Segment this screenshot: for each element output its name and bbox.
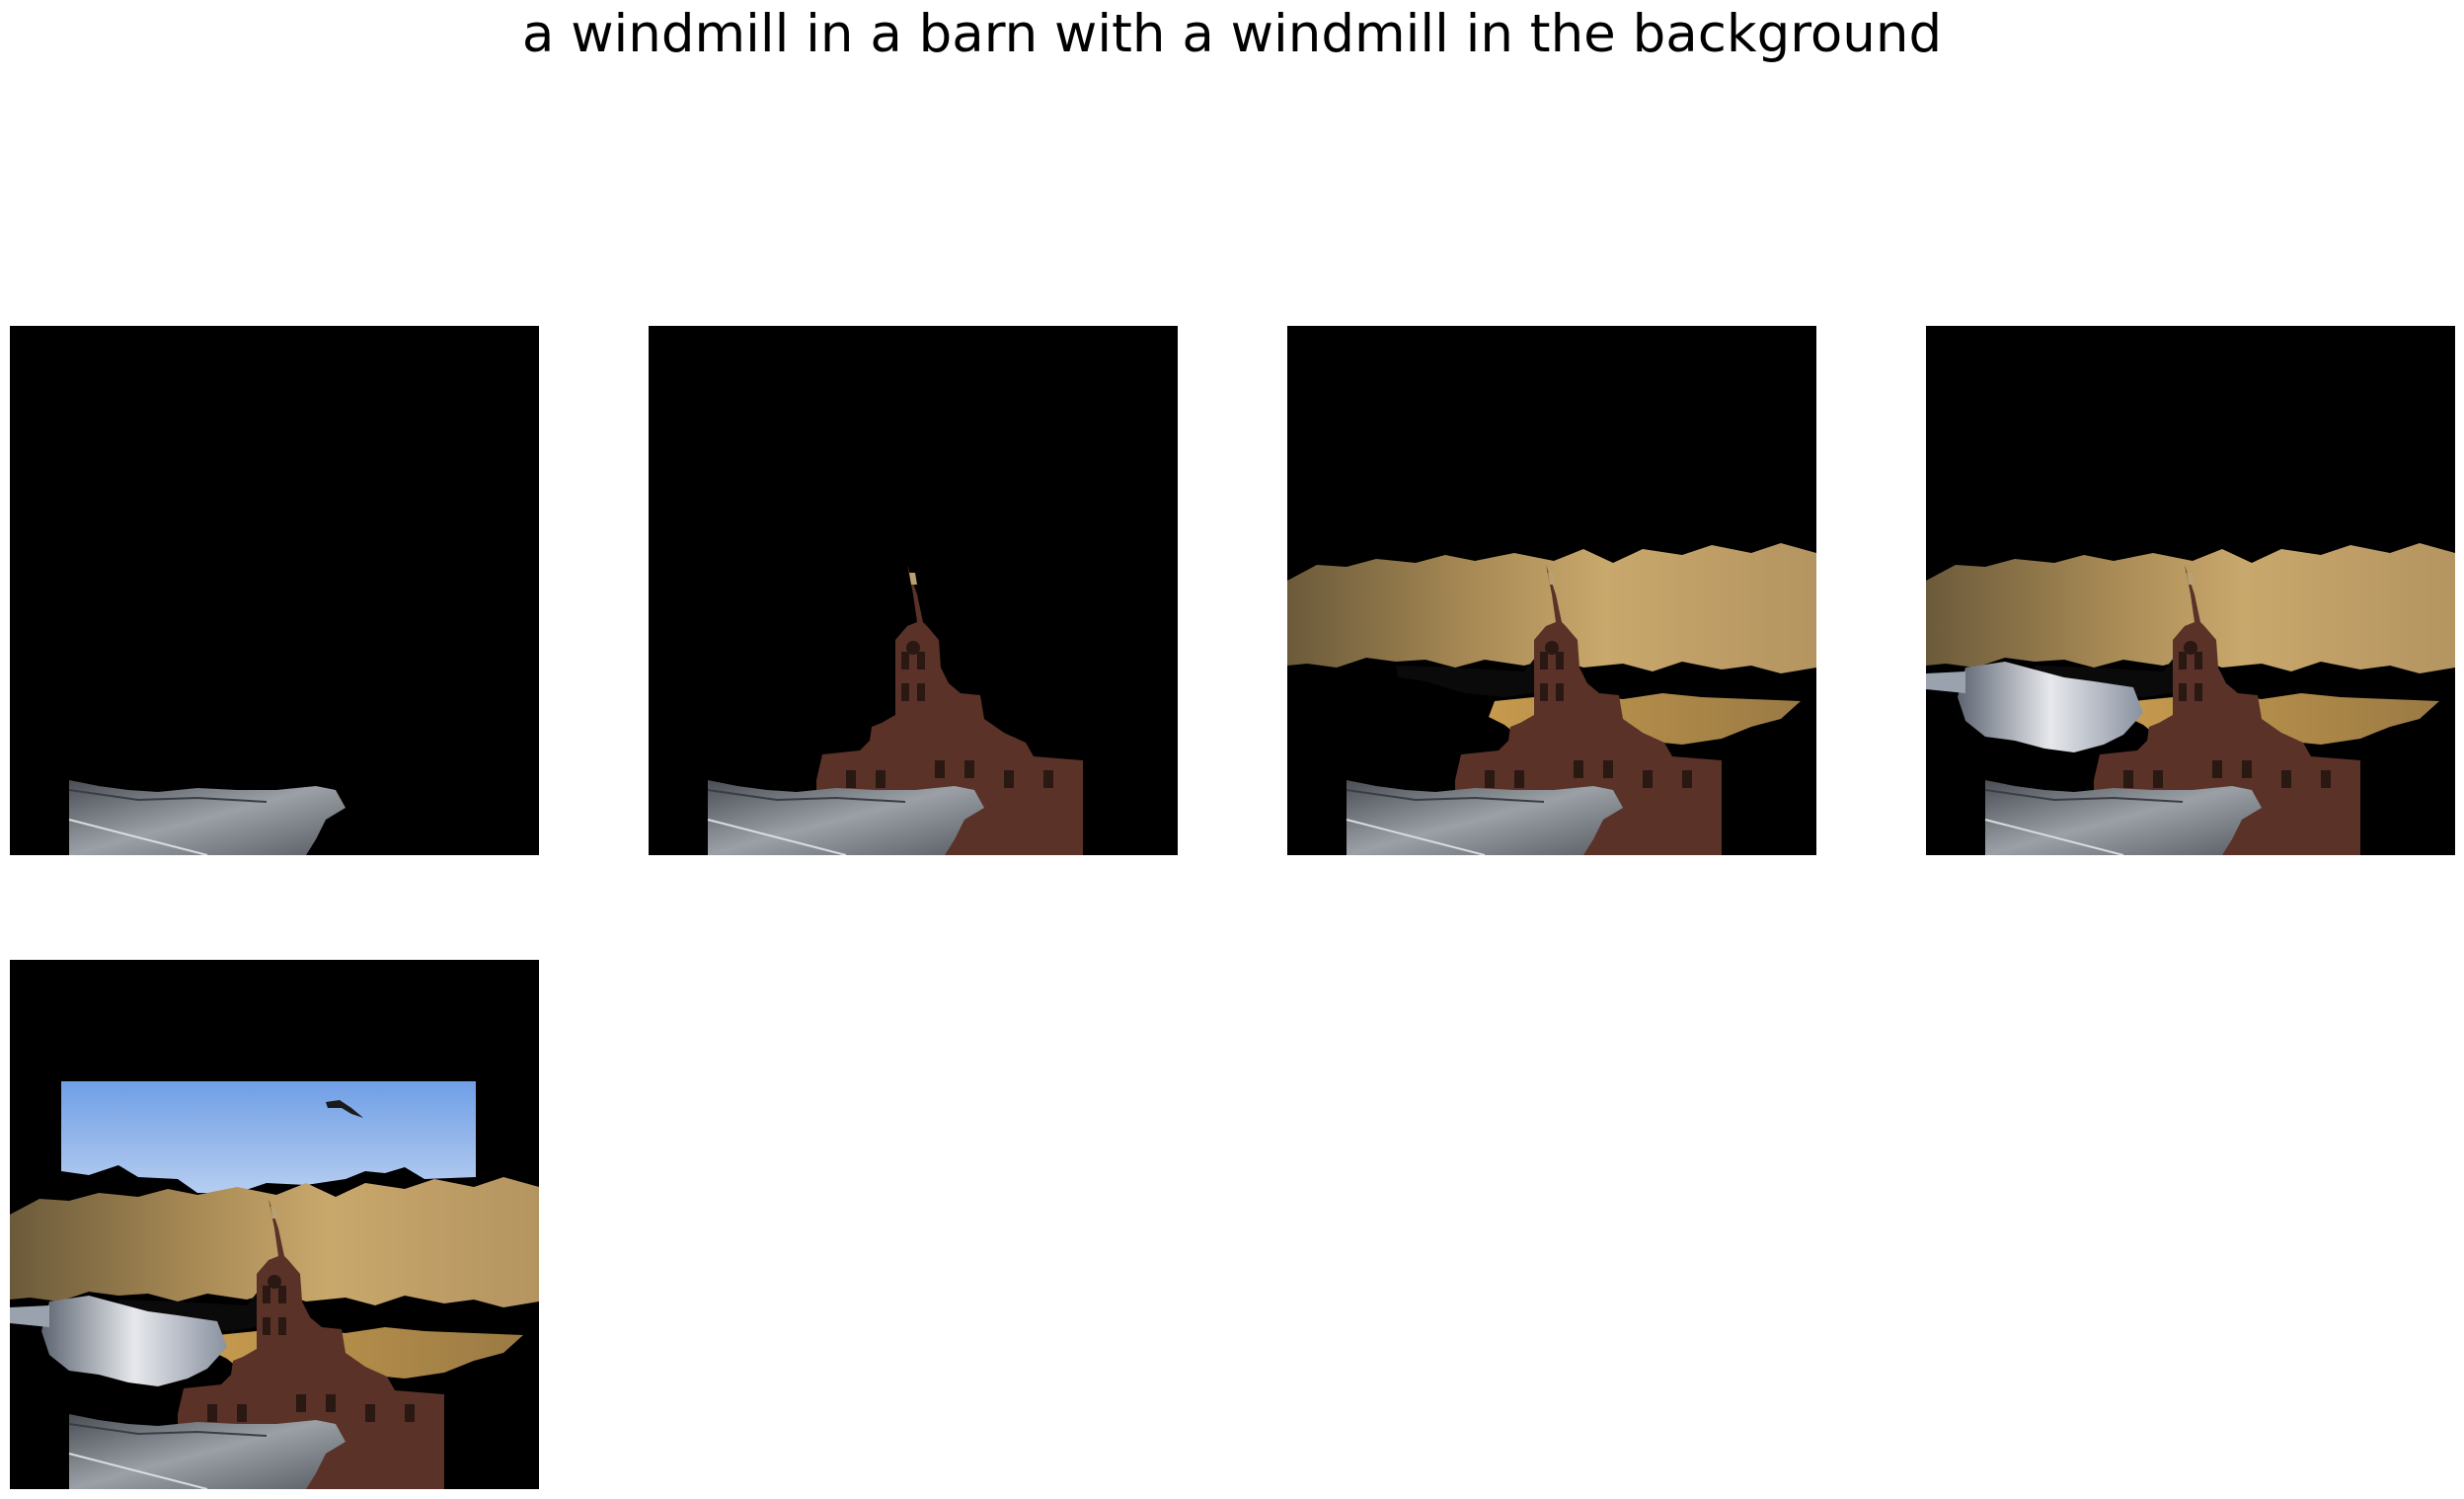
sky-layer	[61, 1081, 476, 1193]
panel-3	[1287, 326, 1816, 855]
silver-clouds-layer	[1926, 662, 2143, 752]
bird-icon	[326, 1100, 363, 1118]
ground-layer	[68, 1414, 346, 1489]
ground-layer	[1984, 780, 2262, 855]
ground-layer	[707, 780, 984, 855]
panel-1-image	[68, 780, 346, 855]
ground-layer	[68, 780, 346, 855]
panel-3-image	[1287, 543, 1816, 855]
building-layer	[178, 1199, 444, 1489]
panel-5	[10, 960, 539, 1489]
panel-5-image	[10, 1081, 539, 1489]
building-layer	[2094, 565, 2360, 855]
panel-1	[10, 326, 539, 855]
panel-4-image	[1926, 543, 2455, 855]
panel-4	[1926, 326, 2455, 855]
ground-layer	[1346, 780, 1623, 855]
silver-clouds-layer	[10, 1296, 227, 1386]
panel-2-image	[707, 565, 1083, 855]
panel-2	[649, 326, 1178, 855]
building-layer	[1455, 565, 1722, 855]
figure-title: a windmill in a barn with a windmill in …	[521, 4, 1943, 64]
building-layer	[816, 565, 1083, 855]
